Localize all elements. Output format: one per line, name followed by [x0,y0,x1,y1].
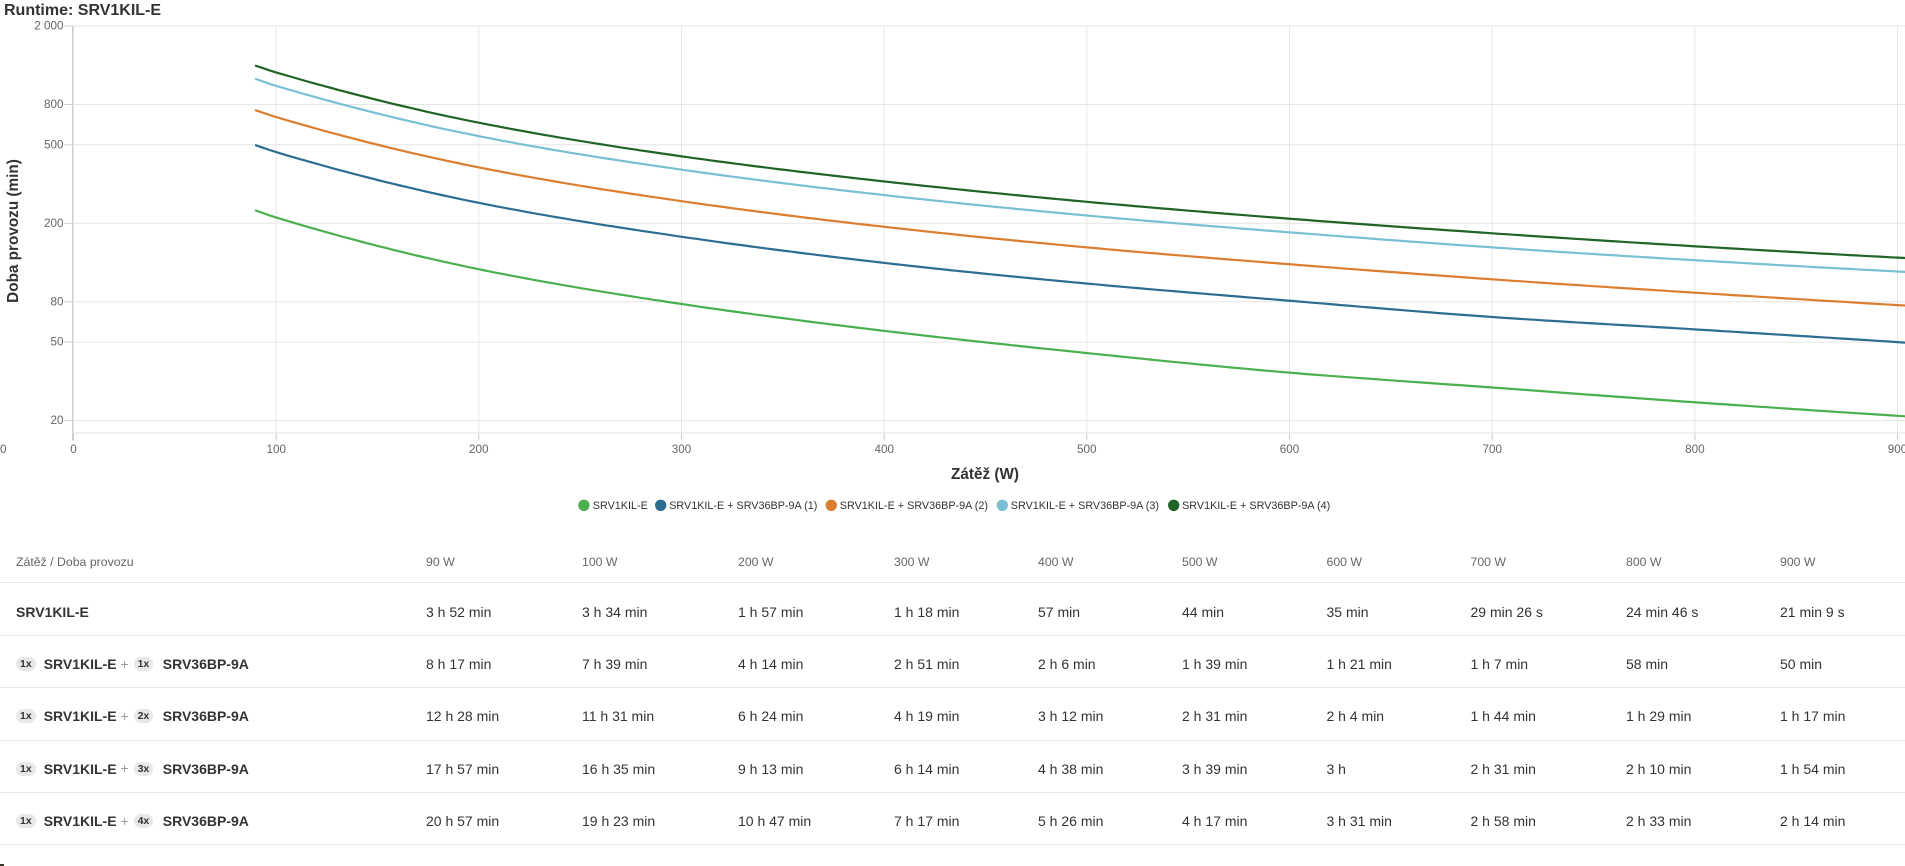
svg-text:SRV1KIL-E + SRV36BP-9A (4): SRV1KIL-E + SRV36BP-9A (4) [1182,500,1330,512]
svg-text:800: 800 [1685,443,1705,456]
svg-text:300: 300 [672,443,692,456]
svg-text:900: 900 [1888,443,1905,456]
svg-text:400: 400 [874,443,894,456]
svg-text:700: 700 [1482,443,1502,456]
svg-text:0: 0 [0,443,7,456]
svg-text:0: 0 [70,443,77,456]
svg-text:800: 800 [44,98,64,111]
svg-text:80: 80 [50,295,64,308]
svg-text:600: 600 [1280,443,1300,456]
svg-text:100: 100 [266,443,286,456]
svg-text:SRV1KIL-E + SRV36BP-9A (3): SRV1KIL-E + SRV36BP-9A (3) [1011,500,1159,512]
svg-text:500: 500 [44,138,64,151]
svg-text:20: 20 [50,414,64,427]
svg-text:SRV1KIL-E + SRV36BP-9A (2): SRV1KIL-E + SRV36BP-9A (2) [840,500,988,512]
svg-text:SRV1KIL-E: SRV1KIL-E [593,500,648,512]
svg-text:200: 200 [469,443,489,456]
svg-text:200: 200 [44,217,64,230]
svg-text:50: 50 [50,336,64,349]
svg-text:500: 500 [1077,443,1097,456]
svg-text:Zátěž (W): Zátěž (W) [951,466,1019,483]
svg-text:Runtime: SRV1KIL-E: Runtime: SRV1KIL-E [4,2,161,19]
svg-text:SRV1KIL-E + SRV36BP-9A (1): SRV1KIL-E + SRV36BP-9A (1) [669,500,817,512]
svg-text:2 000: 2 000 [34,20,64,33]
svg-text:Doba provozu (min): Doba provozu (min) [5,159,22,303]
